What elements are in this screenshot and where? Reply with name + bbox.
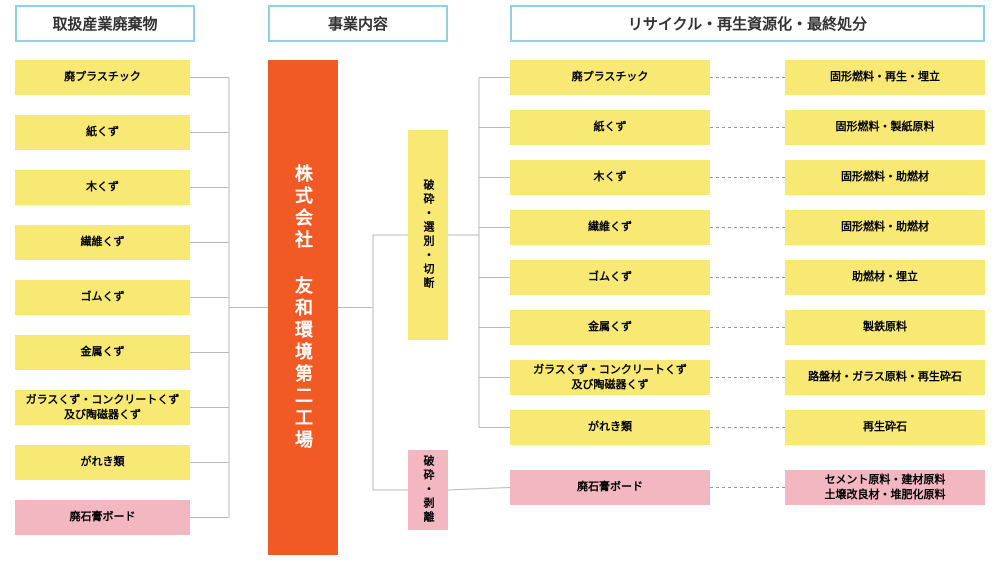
right-item-8: セメント原料・建材原料土壌改良材・堆肥化原料 — [785, 470, 985, 505]
process-1: 破砕・選別・切断 — [408, 130, 448, 340]
left-item-1: 紙くず — [15, 115, 190, 150]
header-waste: 取扱産業廃棄物 — [15, 5, 195, 42]
mid-item-6: ガラスくず・コンクリートくず及び陶磁器くず — [510, 360, 710, 395]
right-item-7: 再生砕石 — [785, 410, 985, 445]
left-item-5: 金属くず — [15, 335, 190, 370]
left-item-2: 木くず — [15, 170, 190, 205]
mid-item-7: がれき類 — [510, 410, 710, 445]
mid-item-3: 繊維くず — [510, 210, 710, 245]
right-item-6: 路盤材・ガラス原料・再生砕石 — [785, 360, 985, 395]
right-item-3: 固形燃料・助燃材 — [785, 210, 985, 245]
right-item-0: 固形燃料・再生・埋立 — [785, 60, 985, 95]
mid-item-4: ゴムくず — [510, 260, 710, 295]
process-2: 破砕・剥離 — [408, 450, 448, 530]
right-item-1: 固形燃料・製紙原料 — [785, 110, 985, 145]
mid-item-0: 廃プラスチック — [510, 60, 710, 95]
left-item-7: がれき類 — [15, 445, 190, 480]
mid-item-1: 紙くず — [510, 110, 710, 145]
company-box: 株式会社 友和環境第二工場 — [268, 60, 338, 555]
mid-item-8: 廃石膏ボード — [510, 470, 710, 505]
right-item-4: 助燃材・埋立 — [785, 260, 985, 295]
header-business: 事業内容 — [268, 5, 448, 42]
mid-item-2: 木くず — [510, 160, 710, 195]
left-item-0: 廃プラスチック — [15, 60, 190, 95]
header-recycle: リサイクル・再生資源化・最終処分 — [510, 5, 985, 42]
left-item-8: 廃石膏ボード — [15, 500, 190, 535]
right-item-2: 固形燃料・助燃材 — [785, 160, 985, 195]
mid-item-5: 金属くず — [510, 310, 710, 345]
left-item-6: ガラスくず・コンクリートくず及び陶磁器くず — [15, 390, 190, 425]
left-item-3: 繊維くず — [15, 225, 190, 260]
left-item-4: ゴムくず — [15, 280, 190, 315]
right-item-5: 製鉄原料 — [785, 310, 985, 345]
